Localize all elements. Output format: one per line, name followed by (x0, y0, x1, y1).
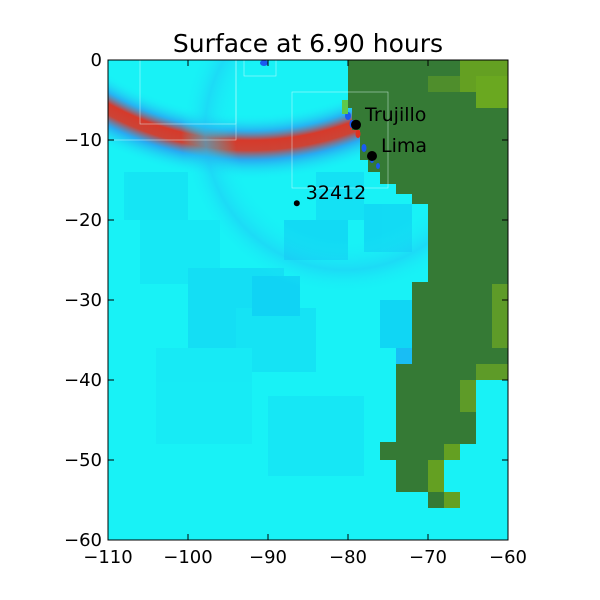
y-tick-label: −20 (64, 210, 102, 231)
y-axis: 0 −10 −20 −30 −40 −50 −60 (64, 50, 508, 551)
x-tick-label: −90 (249, 547, 287, 568)
location-label: Trujillo (364, 104, 426, 126)
x-axis: −110 −100 −90 −80 −70 −60 (83, 60, 527, 568)
location-marker (293, 200, 300, 207)
coastal-wave-effects (260, 60, 380, 169)
x-tick-label: −110 (83, 547, 132, 568)
location-label: Lima (381, 135, 427, 157)
location-marker (367, 151, 377, 161)
x-tick-label: −80 (329, 547, 367, 568)
y-tick-label: −10 (64, 130, 102, 151)
plot-area: Trujillo Lima 32412 (108, 60, 508, 540)
marker-layer: Trujillo Lima 32412 (293, 104, 427, 207)
x-tick-label: −70 (409, 547, 447, 568)
y-tick-label: −60 (64, 530, 102, 551)
land-highlands (428, 60, 508, 508)
y-tick-label: −50 (64, 450, 102, 471)
x-tick-label: −100 (163, 547, 212, 568)
y-tick-label: −30 (64, 290, 102, 311)
x-tick-label: −60 (489, 547, 527, 568)
y-tick-label: −40 (64, 370, 102, 391)
chart-title: Surface at 6.90 hours (173, 29, 443, 58)
grid-refinement-lines (108, 60, 389, 189)
y-tick-label: 0 (91, 50, 102, 71)
location-marker (351, 119, 361, 130)
location-label: 32412 (306, 182, 366, 204)
